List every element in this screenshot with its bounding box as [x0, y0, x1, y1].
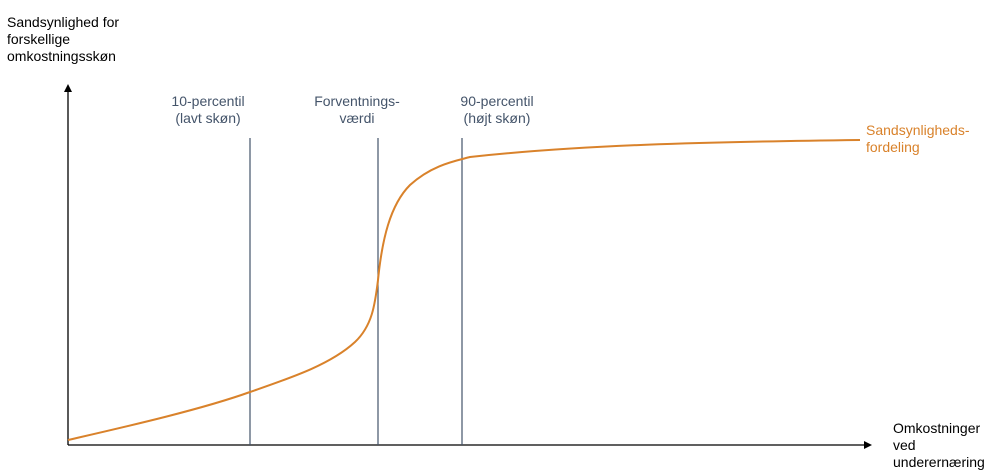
p90-label: 90-percentil (højt skøn)	[460, 93, 534, 126]
p10-label: 10-percentil (lavt skøn)	[171, 93, 245, 126]
y-axis-label: Sandsynlighed for forskellige omkostning…	[7, 14, 120, 64]
distribution-curve	[67, 139, 861, 441]
x-axis-label: Omkostninger ved underernæring	[893, 420, 985, 470]
expected-value-label: Forventnings- værdi	[314, 93, 400, 126]
distribution-curve-label: Sandsynligheds- fordeling	[866, 122, 970, 155]
